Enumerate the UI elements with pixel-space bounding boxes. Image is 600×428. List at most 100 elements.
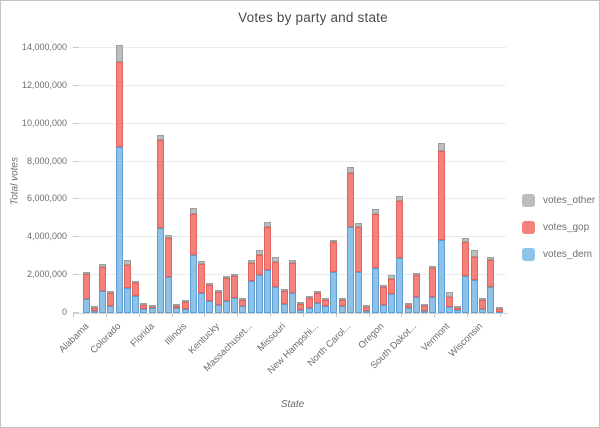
bar-segment-votes_dem[interactable] — [132, 296, 140, 313]
legend-item-votes_dem[interactable]: votes_dem — [522, 248, 595, 261]
bar-segment-votes_other[interactable] — [297, 302, 305, 305]
bar-segment-votes_gop[interactable] — [478, 300, 486, 310]
bar-segment-votes_dem[interactable] — [115, 147, 123, 313]
bar-segment-votes_dem[interactable] — [363, 311, 371, 313]
bar-segment-votes_other[interactable] — [338, 297, 346, 300]
bar-segment-votes_dem[interactable] — [214, 304, 222, 313]
bar-segment-votes_gop[interactable] — [371, 213, 379, 268]
bar-segment-votes_dem[interactable] — [198, 293, 206, 313]
bar-segment-votes_other[interactable] — [412, 272, 420, 275]
bar-segment-votes_gop[interactable] — [115, 62, 123, 148]
bar-segment-votes_gop[interactable] — [454, 307, 462, 310]
bar-segment-votes_dem[interactable] — [355, 271, 363, 313]
bar-segment-votes_other[interactable] — [231, 273, 239, 276]
bar-segment-votes_dem[interactable] — [82, 299, 90, 313]
bar-segment-votes_other[interactable] — [462, 237, 470, 243]
bar-segment-votes_gop[interactable] — [421, 306, 429, 311]
bar-segment-votes_other[interactable] — [132, 281, 140, 284]
bar-segment-votes_dem[interactable] — [165, 277, 173, 313]
bar-segment-votes_dem[interactable] — [396, 257, 404, 313]
bar-segment-votes_other[interactable] — [156, 134, 164, 141]
bar-segment-votes_gop[interactable] — [412, 274, 420, 297]
bar-segment-votes_other[interactable] — [363, 305, 371, 308]
bar-segment-votes_gop[interactable] — [222, 278, 230, 302]
bar-segment-votes_other[interactable] — [222, 276, 230, 279]
bar-segment-votes_other[interactable] — [346, 166, 354, 174]
bar-segment-votes_dem[interactable] — [123, 287, 131, 313]
bar-segment-votes_other[interactable] — [379, 285, 387, 288]
bar-segment-votes_other[interactable] — [123, 260, 131, 265]
bar-segment-votes_other[interactable] — [429, 265, 437, 268]
bar-segment-votes_gop[interactable] — [189, 213, 197, 255]
bar-segment-votes_dem[interactable] — [487, 286, 495, 313]
bar-segment-votes_gop[interactable] — [355, 226, 363, 272]
bar-segment-votes_gop[interactable] — [107, 292, 115, 306]
bar-segment-votes_dem[interactable] — [173, 307, 181, 313]
bar-segment-votes_dem[interactable] — [470, 280, 478, 313]
bar-segment-votes_gop[interactable] — [404, 304, 412, 309]
bar-segment-votes_other[interactable] — [99, 264, 107, 268]
bar-segment-votes_dem[interactable] — [181, 309, 189, 313]
bar-segment-votes_gop[interactable] — [462, 242, 470, 276]
bar-segment-votes_other[interactable] — [445, 291, 453, 298]
bar-segment-votes_gop[interactable] — [272, 262, 280, 288]
bar-segment-votes_dem[interactable] — [289, 292, 296, 313]
bar-segment-votes_dem[interactable] — [280, 303, 288, 313]
bar-segment-votes_dem[interactable] — [264, 270, 272, 313]
bar-segment-votes_dem[interactable] — [462, 275, 470, 313]
bar-segment-votes_dem[interactable] — [90, 310, 98, 313]
bar-segment-votes_dem[interactable] — [140, 308, 148, 313]
bar-segment-votes_gop[interactable] — [140, 305, 148, 309]
bar-segment-votes_gop[interactable] — [289, 262, 296, 293]
bar-segment-votes_dem[interactable] — [107, 305, 115, 313]
bar-segment-votes_other[interactable] — [264, 222, 272, 227]
bar-segment-votes_dem[interactable] — [330, 272, 338, 313]
bar-segment-votes_dem[interactable] — [313, 302, 321, 313]
bar-segment-votes_other[interactable] — [247, 260, 255, 264]
bar-segment-votes_dem[interactable] — [239, 306, 247, 313]
bar-segment-votes_other[interactable] — [148, 305, 156, 308]
bar-segment-votes_gop[interactable] — [379, 287, 387, 306]
bar-segment-votes_gop[interactable] — [165, 237, 173, 278]
bar-segment-votes_gop[interactable] — [313, 293, 321, 303]
bar-segment-votes_other[interactable] — [487, 256, 495, 261]
bar-segment-votes_other[interactable] — [470, 250, 478, 257]
bar-segment-votes_other[interactable] — [437, 143, 445, 151]
bar-segment-votes_gop[interactable] — [231, 275, 239, 299]
bar-segment-votes_dem[interactable] — [272, 287, 280, 313]
bar-segment-votes_other[interactable] — [404, 302, 412, 305]
bar-segment-votes_dem[interactable] — [222, 301, 230, 313]
bar-segment-votes_other[interactable] — [289, 259, 296, 263]
bar-segment-votes_gop[interactable] — [206, 285, 214, 301]
bar-segment-votes_dem[interactable] — [421, 310, 429, 313]
bar-segment-votes_gop[interactable] — [396, 201, 404, 258]
bar-segment-votes_gop[interactable] — [388, 279, 396, 295]
bar-segment-votes_dem[interactable] — [156, 227, 164, 313]
bar-segment-votes_gop[interactable] — [305, 298, 313, 308]
bar-segment-votes_other[interactable] — [140, 303, 148, 306]
bar-segment-votes_dem[interactable] — [388, 294, 396, 313]
bar-segment-votes_dem[interactable] — [371, 267, 379, 313]
bar-segment-votes_dem[interactable] — [189, 254, 197, 313]
bar-segment-votes_dem[interactable] — [338, 305, 346, 313]
bar-segment-votes_gop[interactable] — [429, 267, 437, 297]
bar-segment-votes_gop[interactable] — [123, 264, 131, 288]
bar-segment-votes_other[interactable] — [90, 305, 98, 308]
bar-segment-votes_other[interactable] — [165, 235, 173, 238]
bar-segment-votes_gop[interactable] — [280, 290, 288, 304]
bar-segment-votes_dem[interactable] — [437, 239, 445, 313]
bar-segment-votes_other[interactable] — [107, 290, 115, 293]
bar-segment-votes_other[interactable] — [478, 298, 486, 301]
bar-segment-votes_other[interactable] — [82, 272, 90, 275]
bar-segment-votes_gop[interactable] — [437, 150, 445, 240]
bar-segment-votes_other[interactable] — [388, 275, 396, 280]
bar-segment-votes_dem[interactable] — [346, 226, 354, 313]
bar-segment-votes_dem[interactable] — [478, 309, 486, 313]
bar-segment-votes_gop[interactable] — [338, 299, 346, 306]
bar-segment-votes_gop[interactable] — [255, 254, 263, 276]
bar-segment-votes_gop[interactable] — [487, 260, 495, 287]
bar-segment-votes_other[interactable] — [371, 208, 379, 214]
bar-segment-votes_dem[interactable] — [231, 298, 239, 313]
bar-segment-votes_other[interactable] — [313, 291, 321, 294]
bar-segment-votes_gop[interactable] — [214, 292, 222, 305]
